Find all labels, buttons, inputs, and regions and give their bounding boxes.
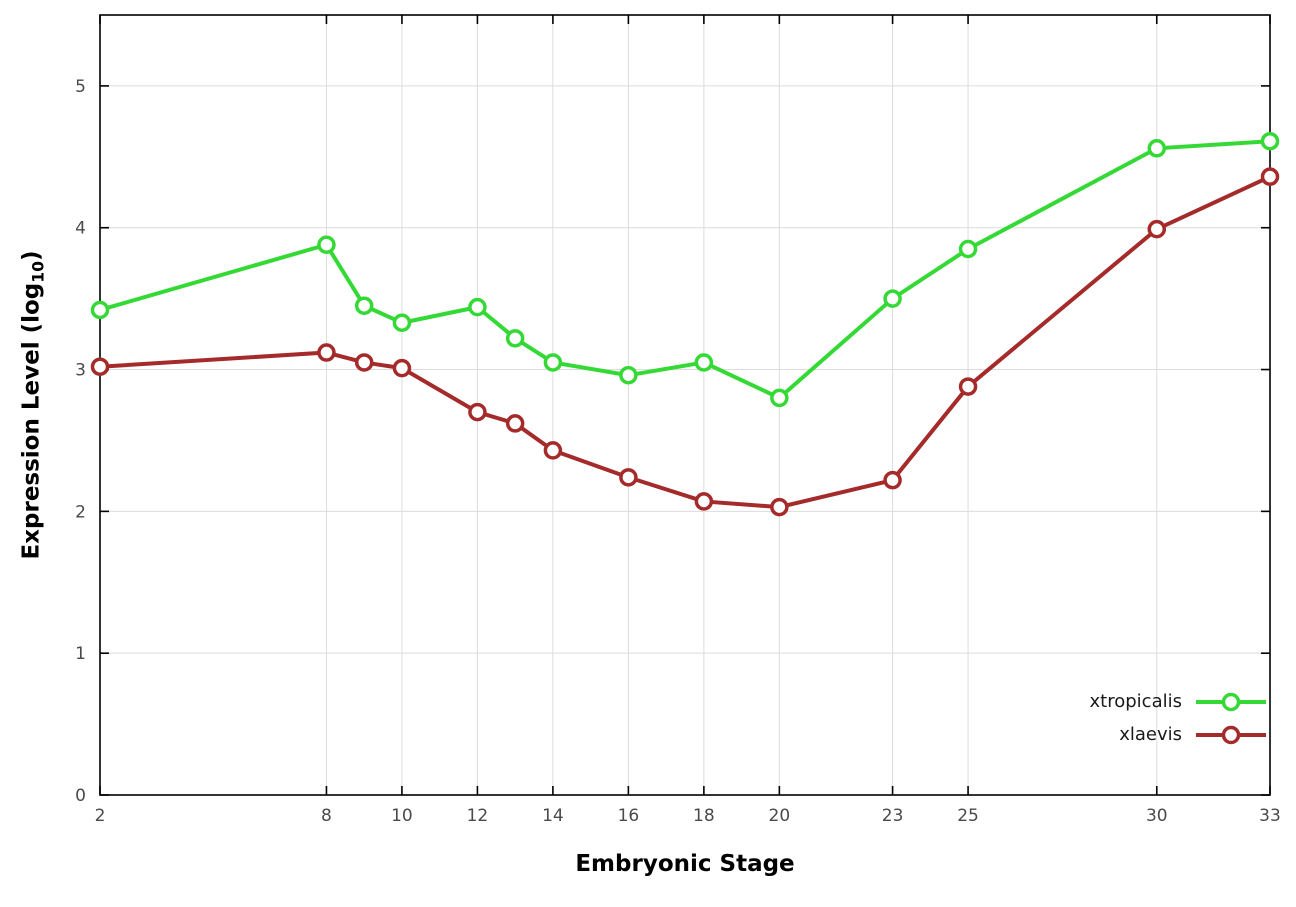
data-point-xtropicalis bbox=[694, 353, 714, 372]
legend-sample-line-icon bbox=[1196, 725, 1266, 745]
y-axis-label-main: Expression Level (log bbox=[18, 282, 45, 560]
data-point-xtropicalis bbox=[505, 329, 525, 348]
data-point-xtropicalis bbox=[1260, 131, 1280, 151]
series-line-xlaevis bbox=[98, 174, 1272, 510]
data-point-xtropicalis bbox=[1147, 139, 1167, 158]
data-point-xtropicalis bbox=[543, 353, 563, 372]
legend-item-xtropicalis: xtropicalis bbox=[1090, 691, 1270, 713]
y-axis-label-end: ) bbox=[18, 250, 45, 261]
data-point-xlaevis bbox=[694, 492, 714, 511]
data-point-xlaevis bbox=[543, 441, 563, 460]
data-point-xtropicalis bbox=[392, 313, 412, 332]
y-tick-label: 4 bbox=[75, 219, 86, 239]
y-tick-label: 3 bbox=[75, 361, 86, 381]
x-tick-label: 33 bbox=[1259, 806, 1281, 826]
data-point-xtropicalis bbox=[468, 297, 487, 317]
x-tick-label: 18 bbox=[693, 806, 715, 826]
data-point-xlaevis bbox=[90, 357, 110, 376]
series-line-xtropicalis bbox=[98, 139, 1272, 400]
legend-label-xtropicalis: xtropicalis bbox=[1089, 691, 1182, 712]
data-point-xlaevis bbox=[468, 402, 487, 422]
data-point-xtropicalis bbox=[317, 235, 336, 254]
y-tick-label: 1 bbox=[75, 644, 86, 664]
data-point-xtropicalis bbox=[354, 296, 374, 315]
x-tick-label: 10 bbox=[391, 806, 413, 826]
data-point-xtropicalis bbox=[770, 388, 789, 408]
data-point-xlaevis bbox=[392, 358, 412, 378]
data-point-xlaevis bbox=[883, 470, 902, 490]
x-tick-label: 14 bbox=[542, 806, 564, 826]
data-point-xlaevis bbox=[317, 343, 336, 362]
data-point-xlaevis bbox=[354, 353, 374, 372]
y-tick-label: 2 bbox=[75, 502, 86, 522]
x-axis-label: Embryonic Stage bbox=[575, 851, 795, 877]
x-tick-label: 12 bbox=[467, 806, 489, 826]
x-tick-label: 23 bbox=[882, 806, 904, 826]
legend-label-xlaevis: xlaevis bbox=[1119, 724, 1182, 745]
x-tick-label: 16 bbox=[618, 806, 640, 826]
y-tick-label: 0 bbox=[75, 786, 86, 806]
data-point-xlaevis bbox=[1147, 219, 1167, 239]
data-point-xlaevis bbox=[619, 468, 638, 487]
x-tick-label: 2 bbox=[95, 806, 106, 826]
x-tick-label: 30 bbox=[1146, 806, 1168, 826]
plot-border bbox=[99, 14, 1271, 796]
data-point-xlaevis bbox=[505, 414, 525, 433]
data-point-xtropicalis bbox=[958, 239, 978, 259]
y-axis-label: Expression Level (log10) bbox=[18, 250, 47, 559]
data-point-xlaevis bbox=[1260, 167, 1280, 186]
x-tick-label: 25 bbox=[957, 806, 979, 826]
x-tick-label: 8 bbox=[321, 806, 332, 826]
data-point-xtropicalis bbox=[883, 289, 902, 308]
data-point-xlaevis bbox=[770, 497, 789, 517]
legend: xtropicalis xlaevis bbox=[1090, 691, 1270, 746]
legend-sample-line-icon bbox=[1196, 692, 1266, 712]
legend-item-xlaevis: xlaevis bbox=[1119, 724, 1270, 746]
x-tick-label: 20 bbox=[769, 806, 791, 826]
y-tick-label: 5 bbox=[75, 77, 86, 97]
data-point-xlaevis bbox=[958, 377, 978, 396]
data-point-xtropicalis bbox=[619, 365, 638, 385]
y-axis-label-subscript: 10 bbox=[28, 260, 48, 283]
data-point-xtropicalis bbox=[90, 300, 110, 320]
